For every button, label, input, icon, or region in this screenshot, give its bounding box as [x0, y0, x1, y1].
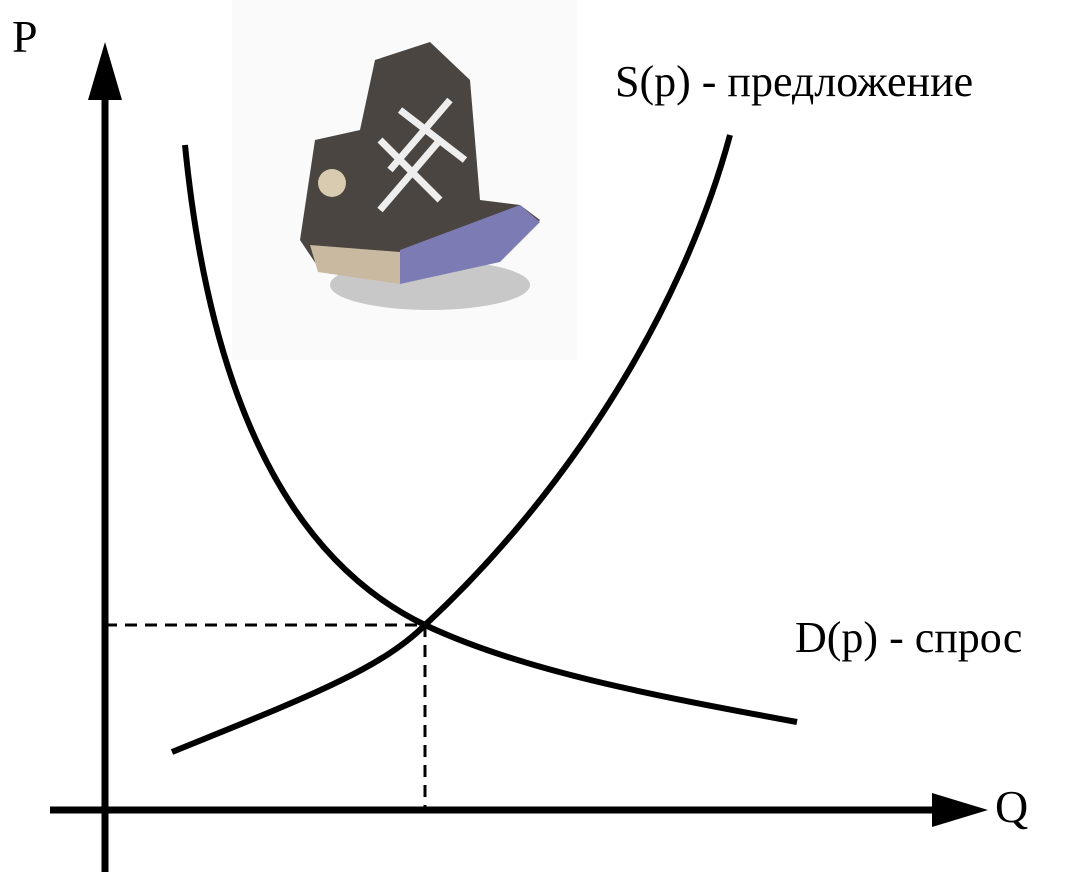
demand-curve: [182, 144, 798, 725]
supply-label: S(p) - предложение: [615, 57, 973, 106]
supply-curve: [170, 134, 733, 755]
demand-label: D(p) - спрос: [795, 613, 1022, 662]
x-axis-label: Q: [995, 781, 1028, 832]
y-axis-label: P: [12, 11, 38, 62]
shoe-toe: [400, 205, 540, 284]
shoe-illustration: [232, 0, 577, 360]
shoe-patch: [318, 169, 346, 197]
y-axis-arrow: [88, 42, 122, 100]
shoe-laces: [377, 97, 468, 213]
x-axis-arrow: [932, 793, 988, 827]
shoe-sole: [310, 245, 400, 284]
